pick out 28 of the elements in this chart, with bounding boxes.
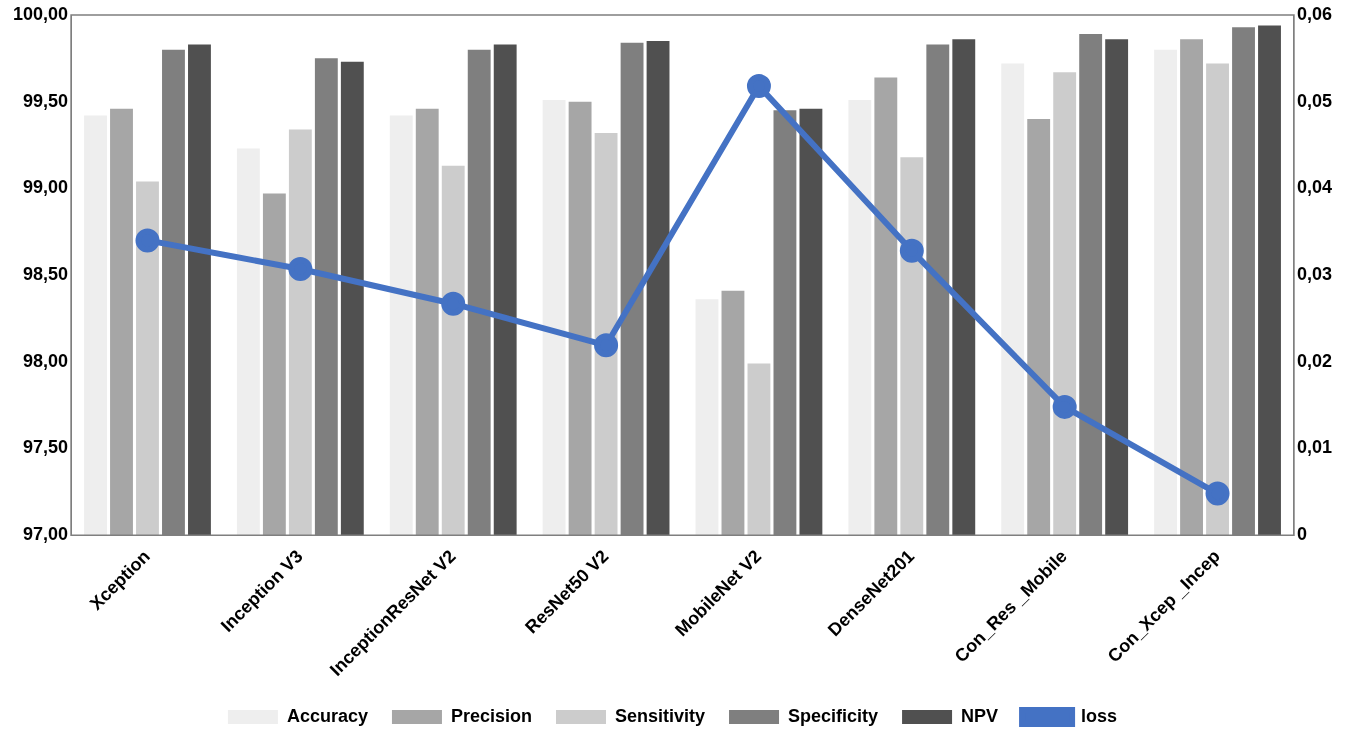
point [899,238,924,263]
y-tick-label: 98,00 [23,350,69,371]
y-tick-label: 97,00 [23,524,69,545]
legend-label: Sensitivity [614,705,706,726]
point [441,291,466,316]
y2-tick-label: 0,01 [1296,437,1333,458]
point [1052,394,1077,419]
point [746,74,771,99]
y-tick-label: 99,50 [23,90,69,111]
legend-label: loss [1081,705,1118,726]
y-tick-label: 99,00 [23,177,69,198]
y-tick-label: 97,50 [23,437,69,458]
legend-label: NPV [961,705,999,726]
y2-tick-label: 0,04 [1296,177,1333,198]
point [1205,481,1230,506]
point [594,333,619,358]
y2-tick-label: 0,02 [1296,350,1333,371]
y2-tick-label: 0,03 [1296,264,1333,285]
y2-tick-label: 0 [1296,524,1307,545]
legend-label: Accuracy [286,705,368,726]
legend-label: Precision [450,705,533,726]
y2-tick-label: 0,06 [1296,3,1333,24]
y2-tick-label: 0,05 [1296,90,1333,111]
point [135,228,160,253]
legend-label: Specificity [788,705,879,726]
y-tick-label: 98,50 [23,264,69,285]
point [288,257,313,282]
y-tick-label: 100,00 [12,3,69,24]
